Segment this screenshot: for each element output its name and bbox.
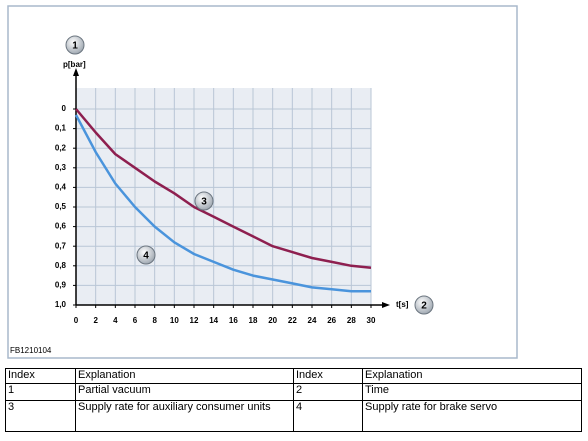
x-tick-label: 10 [170, 316, 179, 325]
x-tick-label: 14 [209, 316, 218, 325]
y-axis-arrow [73, 68, 79, 76]
table-cell: Partial vacuum [75, 383, 294, 401]
y-tick-label: 0,9 [55, 281, 67, 290]
x-tick-label: 18 [249, 316, 258, 325]
table-cell: Index [5, 368, 76, 384]
y-tick-label: 0,2 [55, 143, 67, 152]
table-row: Index Explanation Index Explanation [5, 368, 582, 384]
callout-label: 2 [421, 301, 427, 312]
legend-table: Index Explanation Index Explanation 1 Partial… [5, 368, 582, 432]
table-cell: 2 [293, 383, 363, 401]
x-tick-label: 26 [327, 316, 336, 325]
x-tick-label: 0 [74, 316, 79, 325]
x-tick-label: 8 [152, 316, 157, 325]
table-row: 3 Supply rate for auxiliary consumer unit… [5, 400, 582, 432]
table-row: 1 Partial vacuum 2 Time [5, 383, 582, 401]
x-tick-label: 28 [347, 316, 356, 325]
x-tick-label: 4 [113, 316, 118, 325]
x-tick-label: 12 [190, 316, 199, 325]
callout-label: 1 [72, 41, 78, 52]
y-axis-label: p[bar] [63, 60, 86, 69]
y-tick-label: 0,3 [55, 163, 67, 172]
data-line [75, 108, 372, 270]
x-axis-label: t[s] [396, 300, 409, 309]
x-tick-label: 24 [308, 316, 317, 325]
figure: FB1210104 0 0,1 0,2 0,3 0,4 0,5 0,6 0,7 0,8 0,9 1,… [7, 5, 518, 359]
table-cell: Explanation [362, 368, 582, 384]
callout-circle [136, 245, 156, 265]
x-tick-label: 20 [268, 316, 277, 325]
table-cell: Explanation [75, 368, 294, 384]
callout-circle [65, 35, 85, 55]
table-cell: 3 [5, 400, 76, 432]
table-cell: 4 [293, 400, 363, 432]
y-tick-label: 0 [62, 104, 67, 113]
y-tick-label: 0,7 [55, 241, 67, 250]
table-cell: Supply rate for auxiliary consumer units [75, 400, 294, 432]
figure-id: FB1210104 [10, 346, 52, 355]
y-tick-label: 0,8 [55, 261, 67, 270]
table-cell: Supply rate for brake servo [362, 400, 582, 432]
table-cell: Index [293, 368, 363, 384]
x-axis-arrow [382, 302, 390, 308]
y-tick-label: 0,4 [55, 183, 67, 192]
table-cell: 1 [5, 383, 76, 401]
callout-circle [194, 191, 214, 211]
y-tick-label: 1,0 [55, 300, 67, 309]
x-tick-label: 16 [229, 316, 238, 325]
y-tick-label: 0,6 [55, 222, 67, 231]
x-tick-label: 30 [367, 316, 376, 325]
table-cell: Time [362, 383, 582, 401]
y-tick-label: 0,5 [55, 202, 67, 211]
callout-label: 3 [201, 197, 207, 208]
x-tick-label: 2 [93, 316, 98, 325]
x-tick-label: 22 [288, 316, 297, 325]
x-tick-label: 6 [133, 316, 138, 325]
callout-label: 4 [143, 251, 149, 262]
y-tick-label: 0,1 [55, 124, 67, 133]
callout-circle [414, 295, 434, 315]
data-line [74, 114, 371, 293]
plot-background [76, 88, 371, 305]
